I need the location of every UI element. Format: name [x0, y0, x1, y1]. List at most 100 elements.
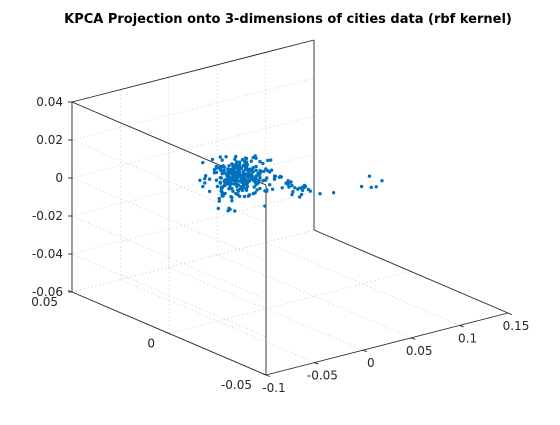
z-tick-label: -0.04 — [32, 247, 63, 261]
gridline-z — [71, 153, 315, 217]
data-point — [235, 160, 239, 164]
data-point — [233, 157, 237, 161]
data-point — [220, 190, 224, 194]
data-point — [218, 155, 222, 159]
data-point — [215, 184, 220, 189]
data-point — [246, 169, 251, 173]
data-point — [238, 172, 242, 177]
data-point — [308, 189, 312, 193]
data-point — [216, 206, 220, 211]
z-tick-label: -0.06 — [32, 285, 63, 299]
data-point — [244, 160, 249, 164]
data-point — [230, 162, 234, 166]
data-point — [280, 186, 284, 190]
data-point — [272, 176, 277, 181]
axis-edge — [265, 312, 509, 376]
data-point — [222, 170, 226, 175]
data-point — [218, 180, 222, 184]
data-point — [265, 189, 269, 193]
x-tick-label: 0 — [367, 356, 375, 370]
data-point — [229, 176, 233, 180]
data-point — [258, 186, 262, 191]
data-point — [289, 180, 293, 184]
gridline-y — [168, 271, 412, 334]
data-point — [269, 168, 274, 172]
data-point — [286, 179, 290, 183]
data-point — [231, 170, 235, 174]
data-point — [359, 184, 364, 189]
data-point — [249, 159, 253, 163]
gridline-z — [71, 77, 315, 141]
data-point — [214, 166, 219, 170]
data-point — [249, 168, 253, 172]
data-point — [286, 183, 290, 187]
data-point — [241, 185, 246, 189]
data-point — [201, 184, 205, 189]
data-point — [300, 188, 305, 193]
data-point — [258, 169, 262, 173]
y-tick-label: 0 — [147, 337, 155, 351]
data-point — [241, 173, 246, 177]
data-point — [245, 172, 250, 176]
data-point — [250, 174, 254, 178]
data-point — [256, 181, 260, 185]
x-tick-label: 0.1 — [458, 331, 477, 345]
data-point — [235, 163, 239, 167]
x-tick-label: 0.15 — [503, 319, 530, 333]
gridline-z — [71, 115, 315, 179]
data-point — [257, 178, 261, 182]
data-point — [298, 186, 302, 190]
data-point — [231, 173, 235, 178]
data-point — [251, 155, 255, 160]
data-point — [221, 164, 225, 168]
data-point — [223, 191, 227, 196]
data-point — [242, 180, 247, 184]
z-tick-label: -0.02 — [32, 209, 63, 223]
data-point — [214, 178, 219, 182]
data-point — [290, 183, 294, 188]
data-point — [369, 185, 373, 190]
data-point — [244, 163, 249, 167]
axes-frame — [67, 39, 513, 377]
data-point — [255, 188, 259, 192]
data-point — [228, 186, 232, 190]
data-point — [291, 190, 295, 194]
data-point — [293, 186, 297, 190]
data-point — [269, 158, 273, 162]
data-point — [232, 182, 236, 186]
data-point — [247, 193, 252, 197]
data-point — [262, 169, 266, 174]
gridline-x — [265, 242, 460, 326]
data-point — [253, 191, 257, 195]
data-point — [198, 178, 202, 182]
gridline-z — [71, 229, 315, 293]
data-point — [236, 175, 240, 179]
data-points — [198, 154, 384, 213]
x-tick — [265, 374, 271, 377]
data-point — [254, 164, 258, 169]
data-point — [201, 160, 205, 165]
data-point — [268, 183, 272, 187]
z-tick-label: 0 — [55, 171, 63, 185]
data-point — [249, 177, 253, 181]
data-point — [254, 176, 258, 181]
y-tick — [261, 373, 267, 376]
z-tick-label: 0.02 — [36, 133, 63, 147]
data-point — [234, 173, 238, 177]
data-point — [229, 194, 233, 199]
data-point — [207, 177, 212, 181]
data-point — [235, 178, 239, 182]
gridline-z — [71, 191, 315, 255]
data-point — [261, 161, 265, 166]
data-point — [241, 175, 246, 180]
data-point — [233, 209, 237, 213]
axis-edge — [71, 39, 315, 103]
data-point — [270, 187, 275, 191]
data-point — [212, 171, 217, 175]
data-point — [266, 158, 270, 163]
data-point — [235, 182, 239, 186]
data-point — [227, 164, 231, 168]
data-point — [374, 185, 378, 189]
